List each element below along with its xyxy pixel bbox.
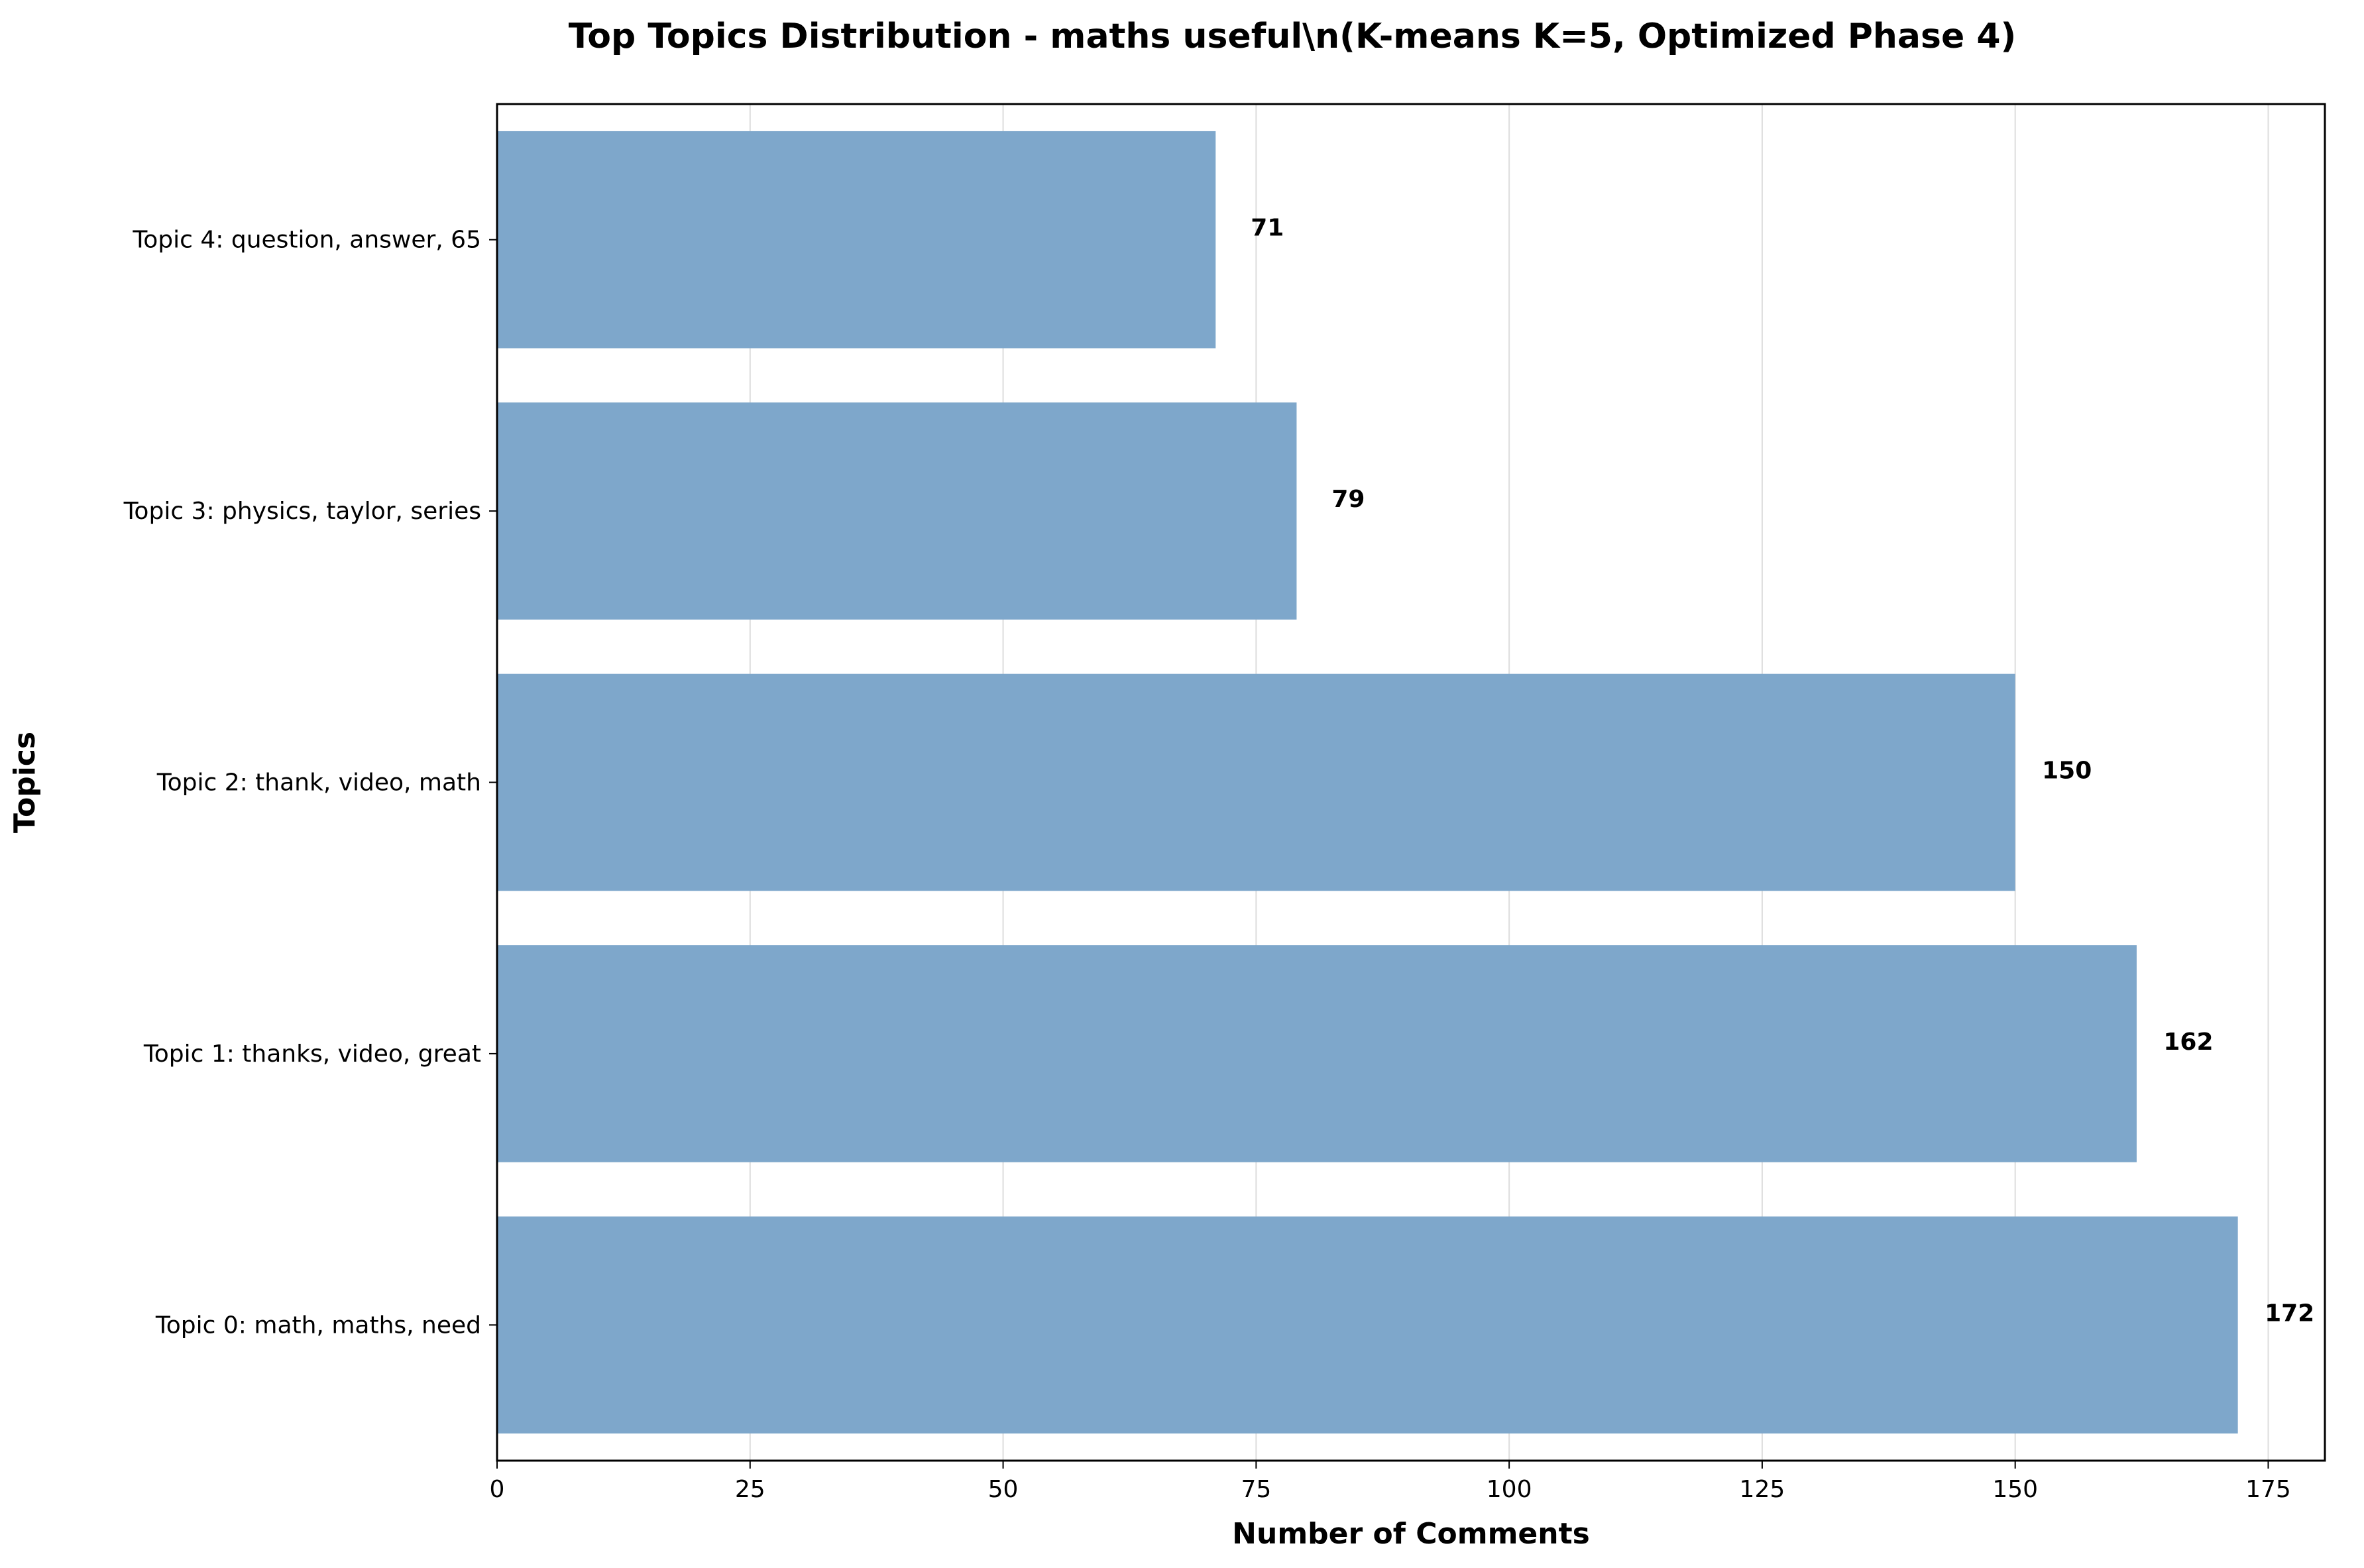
bar [497,1216,2238,1434]
x-axis-label: Number of Comments [1232,1517,1590,1551]
bar-value-label: 172 [2265,1300,2314,1327]
y-axis-ticks: Topic 0: math, maths, need Topic 1: thank… [123,227,497,1339]
bar-value-label: 79 [1331,486,1365,513]
x-tick-label: 100 [1487,1476,1532,1503]
x-tick-label: 0 [490,1476,505,1503]
y-axis-label: Topics [8,732,42,833]
y-tick-label: Topic 3: physics, taylor, series [123,498,481,525]
x-tick-label: 25 [735,1476,765,1503]
y-tick-label: Topic 0: math, maths, need [155,1312,481,1339]
bar [497,673,2015,891]
data-labels: 172 162 150 79 71 [1251,215,2314,1327]
bars [497,131,2238,1434]
x-tick-label: 50 [988,1476,1019,1503]
y-tick-label: Topic 4: question, answer, 65 [132,227,481,254]
y-tick-label: Topic 1: thanks, video, great [143,1040,481,1068]
x-tick-label: 175 [2245,1476,2291,1503]
x-tick-label: 75 [1241,1476,1271,1503]
chart-title: Top Topics Distribution - maths useful\n… [569,17,2017,56]
bar-value-label: 162 [2163,1029,2213,1056]
y-tick-label: Topic 2: thank, video, math [156,769,481,797]
bar [497,131,1216,349]
bar-value-label: 150 [2042,757,2092,785]
bar [497,402,1297,620]
x-tick-label: 125 [1740,1476,1785,1503]
x-axis-ticks: 0 25 50 75 100 125 150 175 [490,1461,2291,1503]
x-tick-label: 150 [1992,1476,2038,1503]
bar [497,945,2137,1162]
bar-value-label: 71 [1251,215,1284,242]
